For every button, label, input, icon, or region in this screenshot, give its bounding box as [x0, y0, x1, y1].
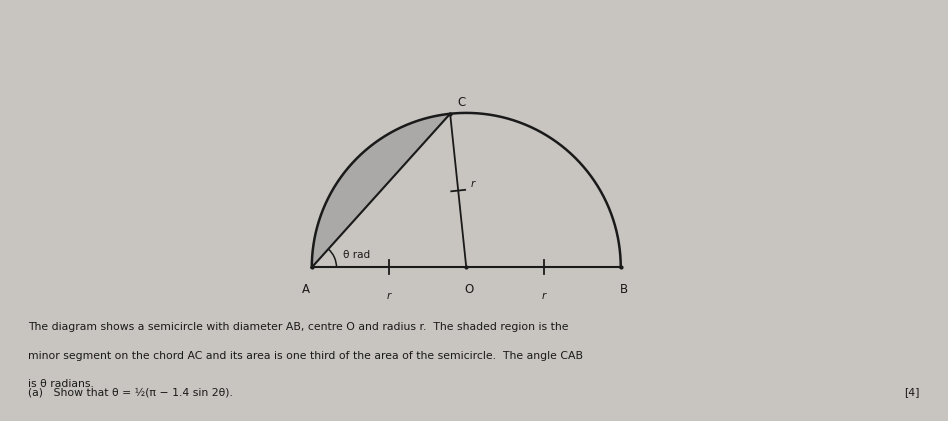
Text: r: r — [387, 290, 392, 301]
Text: A: A — [301, 283, 310, 296]
Text: C: C — [458, 96, 466, 109]
Text: The diagram shows a semicircle with diameter AB, centre O and radius r.  The sha: The diagram shows a semicircle with diam… — [28, 322, 569, 332]
Text: [4]: [4] — [904, 387, 920, 397]
Text: B: B — [620, 283, 628, 296]
Text: minor segment on the chord AC and its area is one third of the area of the semic: minor segment on the chord AC and its ar… — [28, 351, 583, 361]
Text: θ rad: θ rad — [342, 250, 370, 260]
Text: O: O — [465, 283, 474, 296]
Text: (a)   Show that θ = ½(π − 1.4 sin 2θ).: (a) Show that θ = ½(π − 1.4 sin 2θ). — [28, 387, 233, 397]
Polygon shape — [312, 114, 450, 267]
Text: is θ radians.: is θ radians. — [28, 379, 94, 389]
Text: r: r — [541, 290, 546, 301]
Text: r: r — [470, 179, 475, 189]
